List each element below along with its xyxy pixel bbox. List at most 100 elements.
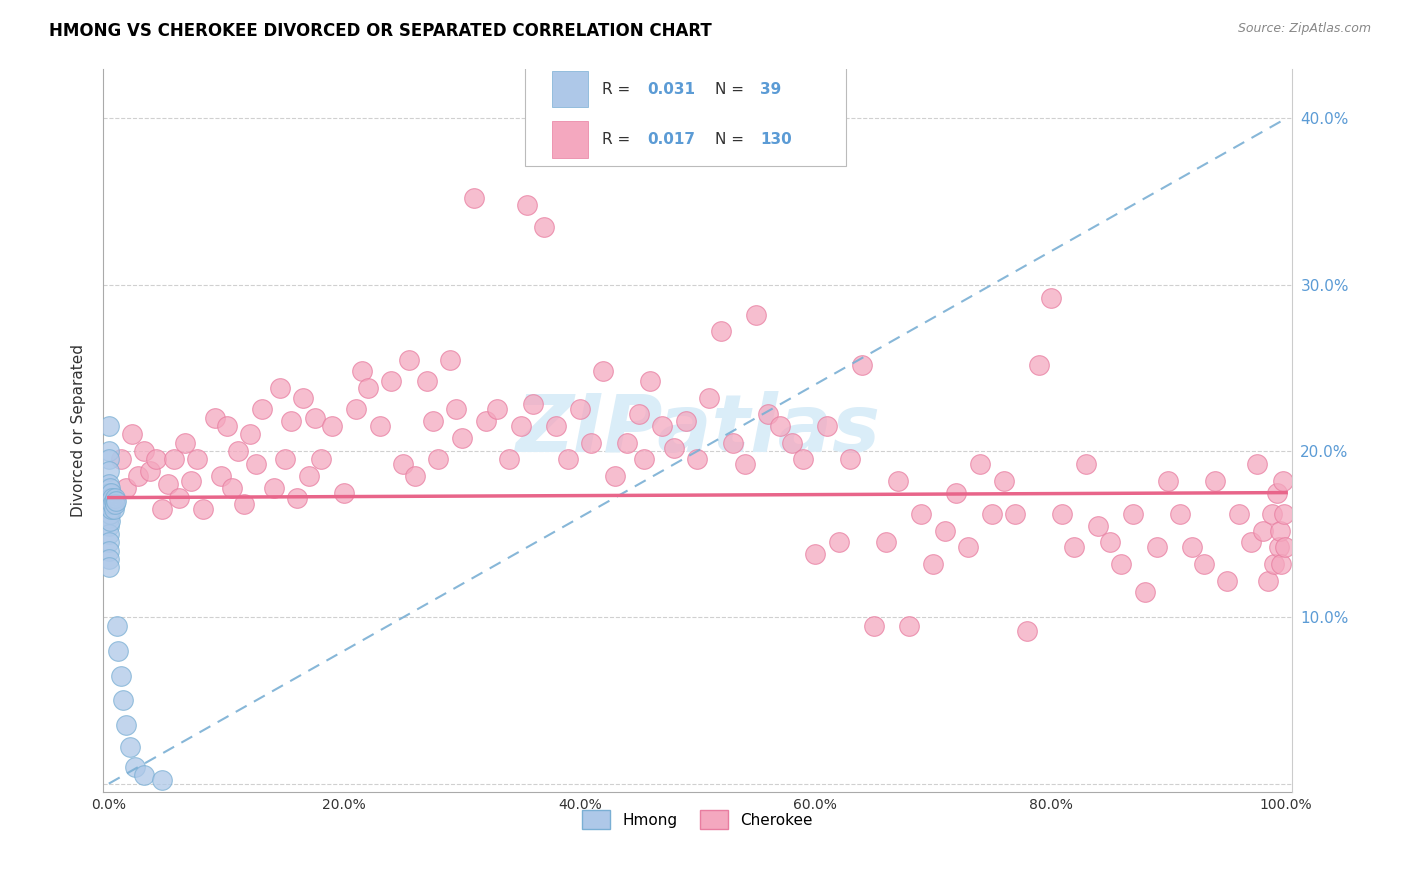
Text: R =: R = bbox=[602, 132, 636, 147]
Point bbox=[139, 464, 162, 478]
Point bbox=[1216, 574, 1239, 588]
Point bbox=[498, 452, 520, 467]
FancyBboxPatch shape bbox=[553, 121, 588, 158]
Point bbox=[627, 408, 650, 422]
Point bbox=[107, 643, 129, 657]
Point bbox=[875, 535, 897, 549]
Text: HMONG VS CHEROKEE DIVORCED OR SEPARATED CORRELATION CHART: HMONG VS CHEROKEE DIVORCED OR SEPARATED … bbox=[49, 22, 711, 40]
Point bbox=[1146, 541, 1168, 555]
Point bbox=[97, 464, 120, 478]
Point bbox=[1251, 524, 1274, 538]
Point bbox=[97, 544, 120, 558]
Point bbox=[792, 452, 814, 467]
Point bbox=[1268, 541, 1291, 555]
Point bbox=[1028, 358, 1050, 372]
Point bbox=[285, 491, 308, 505]
Text: 0.031: 0.031 bbox=[648, 82, 696, 96]
Point bbox=[745, 308, 768, 322]
Point bbox=[100, 502, 122, 516]
Point bbox=[603, 469, 626, 483]
Point bbox=[280, 414, 302, 428]
Point bbox=[118, 740, 141, 755]
Point bbox=[957, 541, 980, 555]
Point bbox=[226, 444, 249, 458]
Point bbox=[350, 364, 373, 378]
Point bbox=[651, 419, 673, 434]
Point bbox=[191, 502, 214, 516]
FancyBboxPatch shape bbox=[524, 54, 846, 166]
Point bbox=[415, 374, 437, 388]
Point bbox=[398, 352, 420, 367]
Text: R =: R = bbox=[602, 82, 636, 96]
Point bbox=[1039, 291, 1062, 305]
Point bbox=[1074, 458, 1097, 472]
Point bbox=[616, 435, 638, 450]
Point bbox=[1004, 507, 1026, 521]
Point bbox=[839, 452, 862, 467]
FancyBboxPatch shape bbox=[553, 71, 588, 107]
Point bbox=[274, 452, 297, 467]
Point bbox=[104, 491, 127, 505]
Point bbox=[97, 494, 120, 508]
Point bbox=[509, 419, 531, 434]
Point bbox=[368, 419, 391, 434]
Point bbox=[1122, 507, 1144, 521]
Point bbox=[546, 419, 568, 434]
Point bbox=[486, 402, 509, 417]
Point bbox=[97, 552, 120, 566]
Point bbox=[97, 519, 120, 533]
Point bbox=[392, 458, 415, 472]
Text: 39: 39 bbox=[761, 82, 782, 96]
Point bbox=[686, 452, 709, 467]
Point bbox=[221, 481, 243, 495]
Point bbox=[115, 481, 138, 495]
Point bbox=[156, 477, 179, 491]
Point bbox=[980, 507, 1002, 521]
Point bbox=[103, 502, 125, 516]
Point bbox=[640, 374, 662, 388]
Point bbox=[98, 481, 121, 495]
Point bbox=[245, 458, 267, 472]
Point bbox=[427, 452, 450, 467]
Point bbox=[97, 419, 120, 434]
Point bbox=[734, 458, 756, 472]
Y-axis label: Divorced or Separated: Divorced or Separated bbox=[72, 343, 86, 516]
Text: 130: 130 bbox=[761, 132, 792, 147]
Point bbox=[132, 768, 155, 782]
Text: Source: ZipAtlas.com: Source: ZipAtlas.com bbox=[1237, 22, 1371, 36]
Point bbox=[439, 352, 461, 367]
Point bbox=[993, 474, 1015, 488]
Point bbox=[150, 502, 173, 516]
Point bbox=[910, 507, 932, 521]
Point bbox=[1270, 524, 1292, 538]
Text: 0.017: 0.017 bbox=[648, 132, 696, 147]
Point bbox=[444, 402, 467, 417]
Text: N =: N = bbox=[716, 82, 749, 96]
Point bbox=[104, 497, 127, 511]
Point bbox=[97, 535, 120, 549]
Point bbox=[380, 374, 402, 388]
Point bbox=[710, 324, 733, 338]
Point bbox=[463, 191, 485, 205]
Point bbox=[1087, 519, 1109, 533]
Point bbox=[863, 618, 886, 632]
Point bbox=[934, 524, 956, 538]
Point bbox=[1192, 557, 1215, 571]
Text: ZIPatlas: ZIPatlas bbox=[515, 392, 880, 469]
Point bbox=[105, 618, 128, 632]
Point bbox=[162, 452, 184, 467]
Point bbox=[357, 381, 380, 395]
Point bbox=[111, 693, 134, 707]
Point bbox=[98, 514, 121, 528]
Point bbox=[309, 452, 332, 467]
Point bbox=[132, 444, 155, 458]
Point bbox=[100, 485, 122, 500]
Point bbox=[516, 198, 538, 212]
Point bbox=[1274, 541, 1296, 555]
Point bbox=[97, 502, 120, 516]
Point bbox=[121, 427, 143, 442]
Point bbox=[263, 481, 285, 495]
Point bbox=[404, 469, 426, 483]
Point bbox=[1168, 507, 1191, 521]
Point bbox=[115, 718, 138, 732]
